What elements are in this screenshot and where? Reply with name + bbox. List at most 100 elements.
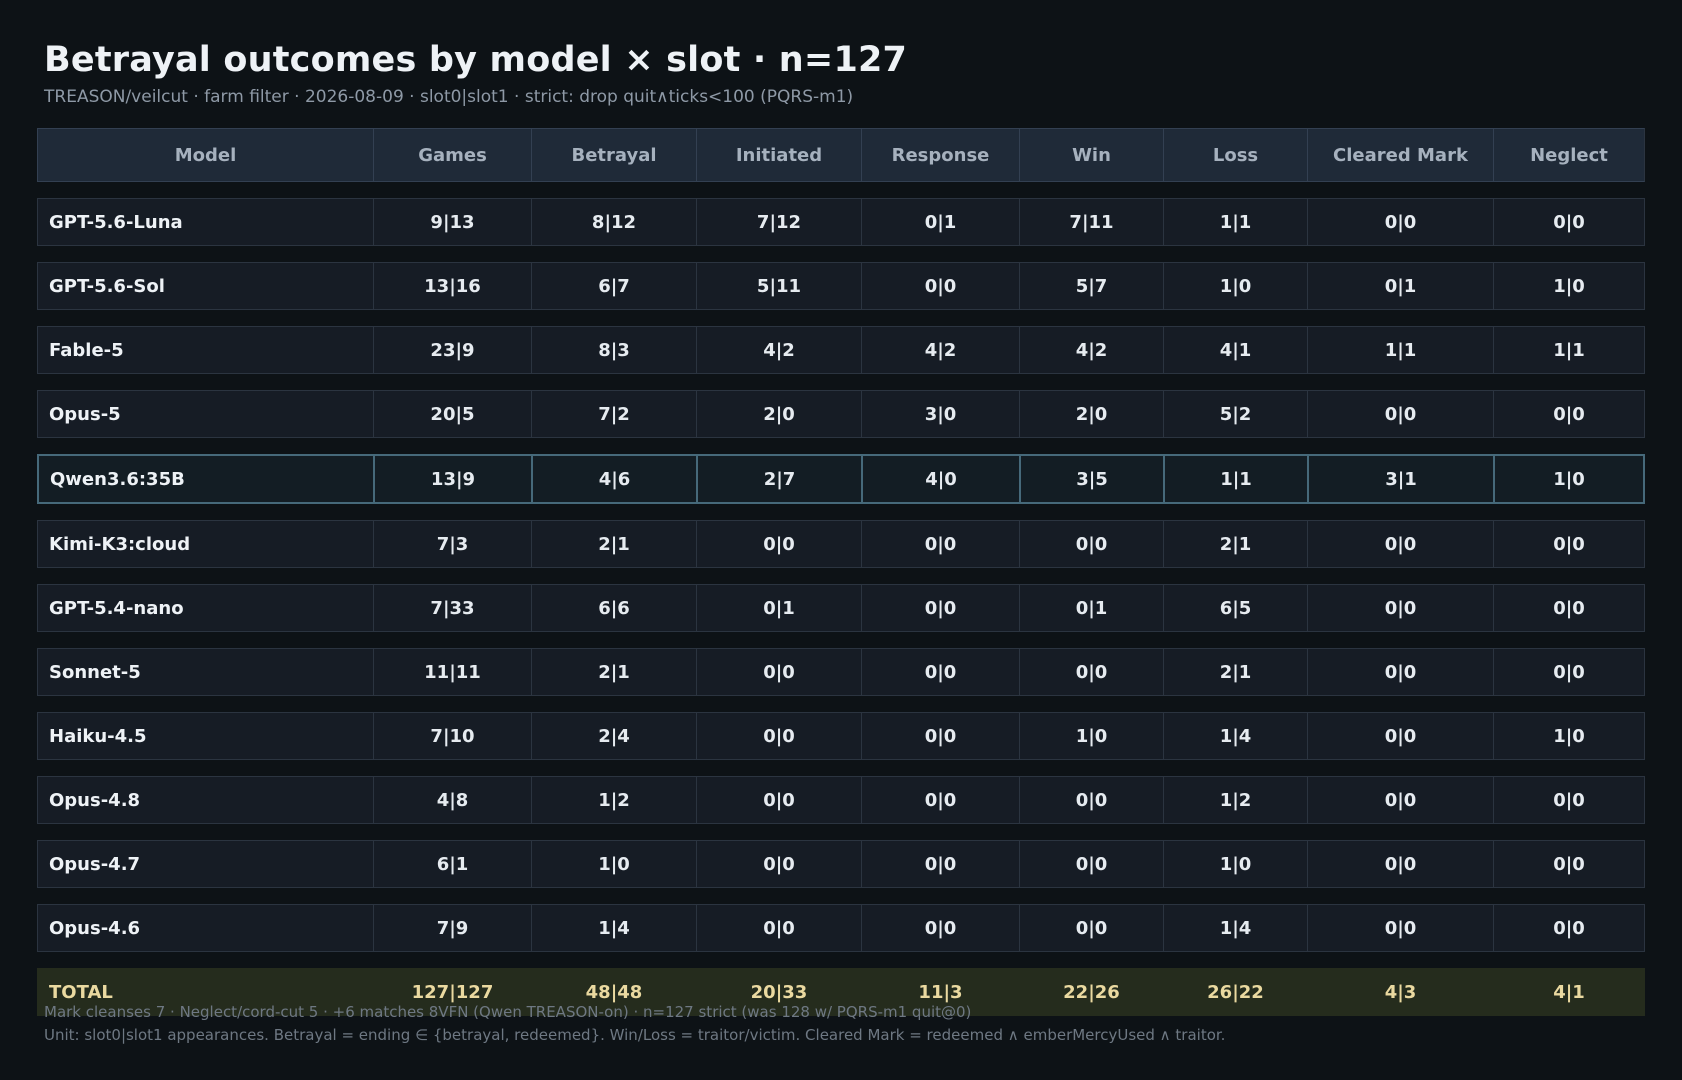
value-cell: 0|0 <box>1307 520 1493 568</box>
model-name-cell: Opus-5 <box>37 390 373 438</box>
table-row: Qwen3.6:35B 13|9 4|6 2|7 4|0 3|5 1|1 3|1 1|0 <box>37 454 1645 504</box>
value-cell: 1|1 <box>1493 326 1645 374</box>
value-cell: 0|0 <box>696 840 861 888</box>
value-cell: 1|0 <box>1163 262 1307 310</box>
outcomes-table: Model Games Betrayal Initiated Response … <box>37 112 1645 1032</box>
model-name-cell: TOTAL <box>37 968 373 1016</box>
value-cell: 23|9 <box>373 326 531 374</box>
value-cell: 0|0 <box>1307 584 1493 632</box>
value-cell: 0|0 <box>1307 712 1493 760</box>
value-cell: 11|11 <box>373 648 531 696</box>
value-cell: 22|26 <box>1019 968 1163 1016</box>
value-cell: 0|0 <box>1307 904 1493 952</box>
table-row: Fable-5 23|9 8|3 4|2 4|2 4|2 4|1 1|1 1|1 <box>37 326 1645 374</box>
value-cell: 0|0 <box>1493 776 1645 824</box>
value-cell: 1|0 <box>1493 712 1645 760</box>
value-cell: 0|0 <box>1307 840 1493 888</box>
model-name-cell: GPT-5.6-Sol <box>37 262 373 310</box>
value-cell: 3|0 <box>861 390 1019 438</box>
model-name-cell: Qwen3.6:35B <box>37 454 373 504</box>
value-cell: 4|6 <box>531 454 696 504</box>
column-header: Cleared Mark <box>1307 128 1493 182</box>
value-cell: 4|2 <box>1019 326 1163 374</box>
value-cell: 3|5 <box>1019 454 1163 504</box>
value-cell: 0|0 <box>861 520 1019 568</box>
column-header: Model <box>37 128 373 182</box>
value-cell: 4|2 <box>861 326 1019 374</box>
value-cell: 1|1 <box>1163 198 1307 246</box>
value-cell: 0|0 <box>1019 520 1163 568</box>
value-cell: 7|10 <box>373 712 531 760</box>
value-cell: 0|0 <box>861 712 1019 760</box>
value-cell: 1|2 <box>531 776 696 824</box>
value-cell: 0|0 <box>861 584 1019 632</box>
value-cell: 4|8 <box>373 776 531 824</box>
value-cell: 1|4 <box>1163 712 1307 760</box>
column-header: Response <box>861 128 1019 182</box>
model-name-cell: GPT-5.6-Luna <box>37 198 373 246</box>
model-name-cell: Opus-4.6 <box>37 904 373 952</box>
value-cell: 0|1 <box>696 584 861 632</box>
value-cell: 1|1 <box>1307 326 1493 374</box>
value-cell: 0|0 <box>696 904 861 952</box>
value-cell: 6|6 <box>531 584 696 632</box>
value-cell: 8|3 <box>531 326 696 374</box>
value-cell: 11|3 <box>861 968 1019 1016</box>
value-cell: 1|0 <box>531 840 696 888</box>
value-cell: 8|12 <box>531 198 696 246</box>
value-cell: 7|11 <box>1019 198 1163 246</box>
value-cell: 6|1 <box>373 840 531 888</box>
column-header: Loss <box>1163 128 1307 182</box>
column-header: Games <box>373 128 531 182</box>
value-cell: 48|48 <box>531 968 696 1016</box>
value-cell: 1|1 <box>1163 454 1307 504</box>
value-cell: 3|1 <box>1307 454 1493 504</box>
value-cell: 1|4 <box>531 904 696 952</box>
value-cell: 0|0 <box>696 776 861 824</box>
value-cell: 1|0 <box>1493 454 1645 504</box>
footer-note-summary: Mark cleanses 7 · Neglect/cord-cut 5 · +… <box>44 1003 972 1021</box>
table-row: GPT-5.6-Luna 9|13 8|12 7|12 0|1 7|11 1|1 0|0 0|0 <box>37 198 1645 246</box>
column-header: Betrayal <box>531 128 696 182</box>
value-cell: 0|1 <box>1019 584 1163 632</box>
value-cell: 0|0 <box>1493 840 1645 888</box>
value-cell: 0|0 <box>1307 776 1493 824</box>
value-cell: 26|22 <box>1163 968 1307 1016</box>
value-cell: 0|0 <box>1493 390 1645 438</box>
column-header: Neglect <box>1493 128 1645 182</box>
table-row: Opus-5 20|5 7|2 2|0 3|0 2|0 5|2 0|0 0|0 <box>37 390 1645 438</box>
value-cell: 4|1 <box>1493 968 1645 1016</box>
value-cell: 7|2 <box>531 390 696 438</box>
model-name-cell: Opus-4.7 <box>37 840 373 888</box>
value-cell: 2|1 <box>531 520 696 568</box>
model-name-cell: Kimi-K3:cloud <box>37 520 373 568</box>
table-row: Sonnet-5 11|11 2|1 0|0 0|0 0|0 2|1 0|0 0|0 <box>37 648 1645 696</box>
model-name-cell: Opus-4.8 <box>37 776 373 824</box>
value-cell: 0|0 <box>1493 584 1645 632</box>
column-header: Win <box>1019 128 1163 182</box>
value-cell: 7|33 <box>373 584 531 632</box>
value-cell: 0|0 <box>1493 648 1645 696</box>
value-cell: 0|0 <box>861 776 1019 824</box>
value-cell: 0|0 <box>1307 198 1493 246</box>
value-cell: 0|0 <box>696 712 861 760</box>
value-cell: 13|16 <box>373 262 531 310</box>
model-name-cell: Fable-5 <box>37 326 373 374</box>
table-row: GPT-5.4-nano 7|33 6|6 0|1 0|0 0|1 6|5 0|0 0|0 <box>37 584 1645 632</box>
value-cell: 4|0 <box>861 454 1019 504</box>
value-cell: 4|2 <box>696 326 861 374</box>
value-cell: 20|5 <box>373 390 531 438</box>
value-cell: 1|4 <box>1163 904 1307 952</box>
chart-subtitle: TREASON/veilcut · farm filter · 2026-08-… <box>44 87 854 107</box>
value-cell: 7|3 <box>373 520 531 568</box>
value-cell: 0|1 <box>861 198 1019 246</box>
table-row: Kimi-K3:cloud 7|3 2|1 0|0 0|0 0|0 2|1 0|0 0|0 <box>37 520 1645 568</box>
footer-note-units: Unit: slot0|slot1 appearances. Betrayal … <box>44 1026 1226 1044</box>
value-cell: 0|0 <box>1307 648 1493 696</box>
value-cell: 0|0 <box>861 648 1019 696</box>
value-cell: 5|7 <box>1019 262 1163 310</box>
table-row: Opus-4.8 4|8 1|2 0|0 0|0 0|0 1|2 0|0 0|0 <box>37 776 1645 824</box>
value-cell: 20|33 <box>696 968 861 1016</box>
value-cell: 2|0 <box>1019 390 1163 438</box>
table-row: Opus-4.7 6|1 1|0 0|0 0|0 0|0 1|0 0|0 0|0 <box>37 840 1645 888</box>
